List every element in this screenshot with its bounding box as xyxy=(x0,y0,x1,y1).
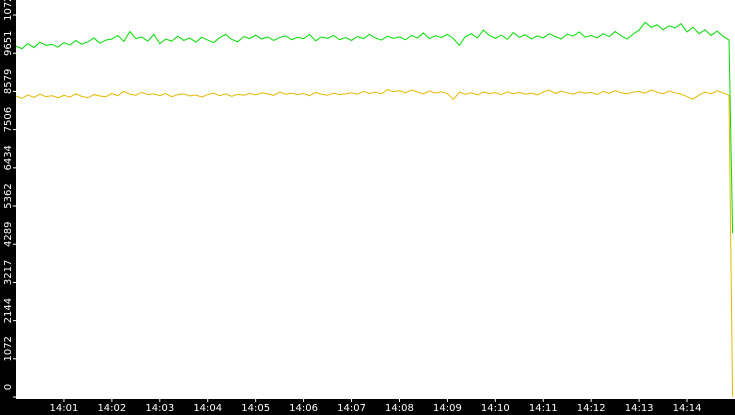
x-tick-label: 14:01 xyxy=(50,403,79,414)
x-tick-label: 14:04 xyxy=(193,403,222,414)
series-line xyxy=(15,21,734,234)
x-tick-label: 14:13 xyxy=(625,403,654,414)
x-tick-label: 14:10 xyxy=(481,403,510,414)
x-tick-label: 14:14 xyxy=(673,403,702,414)
x-tick-label: 14:12 xyxy=(577,403,606,414)
y-tick-label: 7506 xyxy=(3,107,14,132)
x-tick-label: 14:11 xyxy=(529,403,558,414)
x-tick-label: 14:09 xyxy=(433,403,462,414)
series-line xyxy=(15,89,734,398)
x-tick-label: 14:08 xyxy=(385,403,414,414)
y-tick-label: 0 xyxy=(3,384,14,390)
y-tick-label: 8579 xyxy=(3,69,14,94)
y-tick-label: 3217 xyxy=(3,260,14,285)
y-tick-label: 5362 xyxy=(3,183,14,208)
x-tick-label: 14:02 xyxy=(97,403,126,414)
y-tick-label: 4289 xyxy=(3,221,14,246)
x-tick-label: 14:03 xyxy=(145,403,174,414)
x-tick-label: 14:05 xyxy=(241,403,270,414)
plot-area xyxy=(16,0,735,399)
x-tick-label: 14:07 xyxy=(337,403,366,414)
y-tick-label: 10724 xyxy=(3,0,14,21)
x-tick-label: 14:06 xyxy=(289,403,318,414)
y-tick-label: 1072 xyxy=(3,336,14,361)
y-tick-label: 9651 xyxy=(3,30,14,55)
y-tick-label: 2144 xyxy=(3,298,14,323)
y-tick-label: 6434 xyxy=(3,145,14,170)
